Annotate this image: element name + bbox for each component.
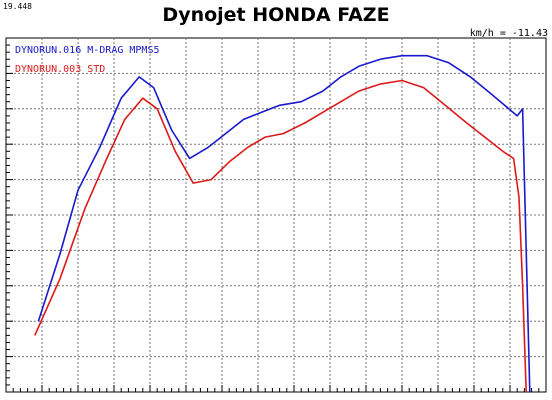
speed-readout: km/h = -11.43 xyxy=(470,28,548,39)
series-line-red xyxy=(34,79,527,393)
grid-lines xyxy=(6,38,546,392)
chart-title: Dynojet HONDA FAZE xyxy=(162,4,389,26)
data-lines xyxy=(34,54,531,393)
legend-entry-blue: DYNORUN.016 M-DRAG MPMS5 xyxy=(15,45,160,56)
axis-ticks xyxy=(6,44,540,392)
legend-entry-red: DYNORUN.003 STD xyxy=(15,64,105,75)
series-line-blue xyxy=(37,54,531,393)
run-number: 19.448 xyxy=(3,2,32,11)
